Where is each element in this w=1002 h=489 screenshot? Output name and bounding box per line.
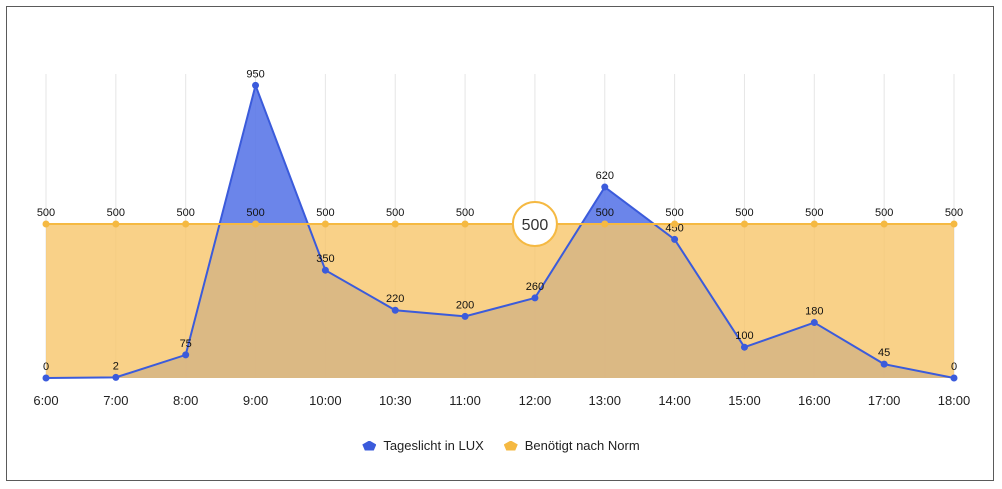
legend-item-daylight[interactable]: Tageslicht in LUX	[362, 438, 484, 453]
data-point-1	[391, 220, 399, 228]
data-point-1	[950, 220, 958, 228]
x-tick-label: 6:00	[33, 393, 58, 408]
data-point-0	[740, 343, 748, 351]
x-tick-label: 12:00	[519, 393, 552, 408]
data-label-1: 500	[386, 207, 404, 219]
legend-marker-norm	[503, 440, 518, 451]
legend-item-norm[interactable]: Benötigt nach Norm	[503, 438, 640, 453]
data-point-1	[321, 220, 329, 228]
x-tick-label: 18:00	[938, 393, 971, 408]
legend-label-daylight: Tageslicht in LUX	[383, 438, 484, 453]
data-label-0: 350	[316, 253, 334, 265]
data-label-1: 500	[107, 207, 125, 219]
x-tick-label: 11:00	[449, 393, 481, 408]
data-label-1: 500	[456, 207, 474, 219]
data-point-1	[740, 220, 748, 228]
data-point-0	[182, 351, 190, 359]
data-label-1: 500	[665, 207, 683, 219]
legend-marker-daylight	[362, 440, 377, 451]
data-point-0	[531, 294, 539, 302]
data-label-0: 200	[456, 299, 474, 311]
data-point-0	[321, 266, 329, 274]
data-point-0	[601, 183, 609, 191]
x-tick-label: 14:00	[658, 393, 691, 408]
data-label-0: 75	[180, 338, 192, 350]
data-point-1	[112, 220, 120, 228]
x-tick-label: 13:00	[588, 393, 621, 408]
data-point-1	[252, 220, 260, 228]
data-label-0: 220	[386, 293, 404, 305]
data-label-1: 500	[177, 207, 195, 219]
data-label-1: 500	[246, 207, 264, 219]
data-label-0: 0	[951, 361, 957, 373]
x-tick-label: 17:00	[868, 393, 901, 408]
data-label-0: 260	[526, 281, 544, 293]
data-label-1: 500	[735, 207, 753, 219]
data-label-0: 0	[43, 361, 49, 373]
chart-legend: Tageslicht in LUX Benötigt nach Norm	[0, 438, 1002, 453]
data-label-0: 180	[805, 306, 823, 318]
data-point-0	[810, 319, 818, 327]
series-line-0	[45, 82, 955, 379]
data-point-1	[601, 220, 609, 228]
highlight-label: 500	[522, 217, 549, 234]
data-point-1	[810, 220, 818, 228]
data-point-0	[671, 235, 679, 243]
series-area-1	[46, 224, 954, 378]
data-label-0: 620	[596, 170, 614, 182]
x-tick-label: 15:00	[728, 393, 761, 408]
data-point-1	[42, 220, 50, 228]
legend-label-norm: Benötigt nach Norm	[524, 438, 640, 453]
data-label-1: 500	[596, 207, 614, 219]
data-label-1: 500	[805, 207, 823, 219]
x-tick-label: 9:00	[243, 393, 268, 408]
data-point-1	[182, 220, 190, 228]
data-label-1: 500	[37, 207, 55, 219]
data-point-0	[880, 360, 888, 368]
x-tick-label: 10:00	[309, 393, 342, 408]
highlight-bubble	[511, 201, 558, 247]
data-point-1	[461, 220, 469, 228]
data-point-0	[252, 81, 260, 89]
data-label-0: 2	[113, 360, 119, 372]
data-label-1: 500	[875, 207, 893, 219]
data-point-0	[112, 373, 120, 381]
data-label-0: 100	[735, 330, 753, 342]
x-tick-label: 8:00	[173, 393, 198, 408]
data-label-0: 45	[878, 347, 890, 359]
data-label-0: 950	[246, 68, 264, 80]
x-tick-label: 10:30	[379, 393, 412, 408]
data-point-0	[391, 306, 399, 314]
data-label-0: 450	[665, 222, 683, 234]
data-label-1: 500	[945, 207, 963, 219]
data-point-0	[950, 374, 958, 382]
data-label-1: 500	[316, 207, 334, 219]
data-point-1	[671, 220, 679, 228]
x-tick-label: 7:00	[103, 393, 128, 408]
data-point-1	[880, 220, 888, 228]
data-point-0	[42, 374, 50, 382]
x-tick-label: 16:00	[798, 393, 831, 408]
data-point-0	[461, 312, 469, 320]
